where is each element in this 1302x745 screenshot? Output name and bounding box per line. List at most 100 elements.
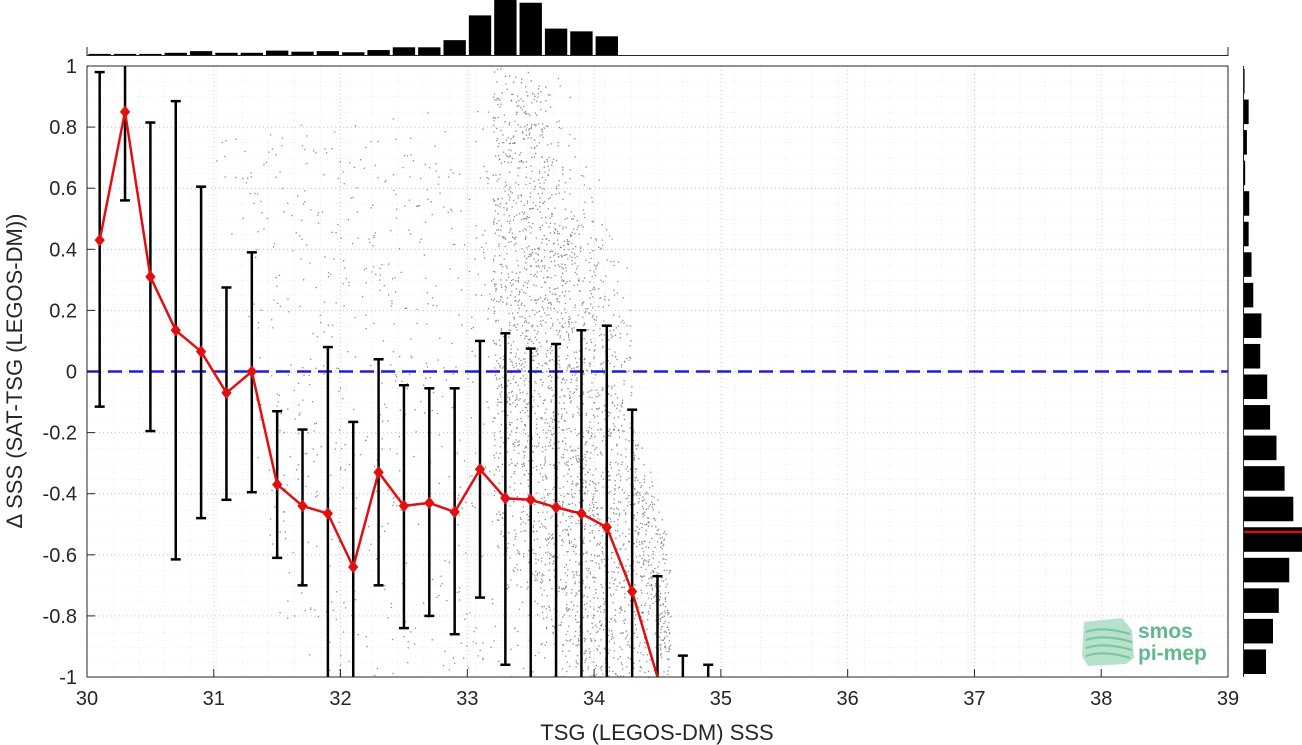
scatter-point <box>639 543 641 546</box>
scatter-point <box>533 520 535 522</box>
scatter-point <box>562 587 564 589</box>
scatter-point <box>272 327 274 329</box>
scatter-point <box>557 334 559 336</box>
scatter-point <box>578 278 580 280</box>
scatter-point <box>570 512 572 514</box>
scatter-point <box>582 393 585 395</box>
scatter-point <box>596 447 598 449</box>
scatter-point <box>423 254 426 256</box>
scatter-point <box>596 389 598 391</box>
scatter-point <box>617 530 619 532</box>
scatter-point <box>619 410 621 412</box>
scatter-point <box>654 518 656 520</box>
scatter-point <box>474 452 477 454</box>
scatter-point <box>486 177 488 179</box>
scatter-point <box>317 616 319 618</box>
scatter-point <box>515 288 517 290</box>
scatter-point <box>544 538 547 540</box>
scatter-point <box>584 453 586 456</box>
scatter-point <box>590 436 593 438</box>
scatter-point <box>641 611 643 614</box>
scatter-point <box>465 552 467 554</box>
scatter-point <box>527 495 530 497</box>
scatter-point <box>519 411 522 413</box>
scatter-point <box>659 592 662 595</box>
scatter-point <box>604 295 606 298</box>
scatter-point <box>539 211 541 213</box>
scatter-point <box>647 564 650 566</box>
scatter-point <box>517 264 519 267</box>
scatter-point <box>543 574 545 576</box>
scatter-point <box>537 208 539 210</box>
scatter-point <box>578 640 580 642</box>
scatter-point <box>515 250 517 252</box>
scatter-point <box>523 462 525 464</box>
scatter-point <box>365 282 367 284</box>
scatter-point <box>483 165 485 168</box>
scatter-point <box>417 205 419 207</box>
scatter-point <box>543 182 545 184</box>
scatter-point <box>273 242 276 245</box>
scatter-point <box>565 267 567 269</box>
scatter-point <box>567 473 569 475</box>
scatter-point <box>424 163 426 166</box>
scatter-point <box>493 435 495 437</box>
scatter-point <box>614 484 617 486</box>
scatter-point <box>568 243 570 245</box>
scatter-point <box>277 401 280 403</box>
scatter-point <box>535 577 537 579</box>
scatter-point <box>545 125 547 127</box>
scatter-point <box>502 134 504 136</box>
scatter-point <box>286 484 289 486</box>
scatter-point <box>256 249 258 251</box>
scatter-point <box>584 638 587 640</box>
scatter-point <box>542 611 544 614</box>
scatter-point <box>588 432 590 434</box>
scatter-point <box>249 192 251 195</box>
scatter-point <box>510 360 512 362</box>
scatter-point <box>564 264 566 266</box>
scatter-point <box>566 449 568 451</box>
scatter-point <box>502 441 504 444</box>
scatter-point <box>569 503 571 506</box>
scatter-point <box>502 377 504 379</box>
scatter-point <box>660 542 662 545</box>
scatter-point <box>539 170 541 172</box>
scatter-point <box>558 447 560 449</box>
scatter-point <box>596 649 599 651</box>
scatter-point <box>578 639 580 641</box>
scatter-point <box>395 374 397 376</box>
scatter-point <box>528 128 531 130</box>
scatter-point <box>621 406 623 408</box>
scatter-point <box>576 593 578 596</box>
scatter-point <box>667 670 669 672</box>
scatter-point <box>527 330 529 332</box>
scatter-point <box>663 631 665 633</box>
scatter-point <box>575 483 577 485</box>
scatter-point <box>623 418 626 420</box>
scatter-point <box>406 387 408 390</box>
scatter-point <box>551 618 553 621</box>
scatter-point <box>566 607 568 609</box>
scatter-point <box>622 675 625 677</box>
scatter-point <box>570 639 572 641</box>
scatter-point <box>517 441 519 443</box>
scatter-point <box>626 574 629 577</box>
scatter-point <box>521 463 523 465</box>
scatter-point <box>652 571 655 574</box>
scatter-point <box>531 325 533 327</box>
scatter-point <box>610 638 613 640</box>
scatter-point <box>612 602 614 604</box>
scatter-point <box>569 397 571 399</box>
scatter-point <box>658 590 660 592</box>
scatter-point <box>639 642 641 644</box>
scatter-point <box>621 489 623 491</box>
scatter-point <box>545 216 547 218</box>
scatter-point <box>616 445 618 447</box>
scatter-point <box>511 430 513 432</box>
scatter-point <box>555 229 557 231</box>
scatter-point <box>536 271 538 273</box>
scatter-point <box>297 382 300 384</box>
scatter-point <box>508 336 510 338</box>
scatter-point <box>496 387 499 390</box>
